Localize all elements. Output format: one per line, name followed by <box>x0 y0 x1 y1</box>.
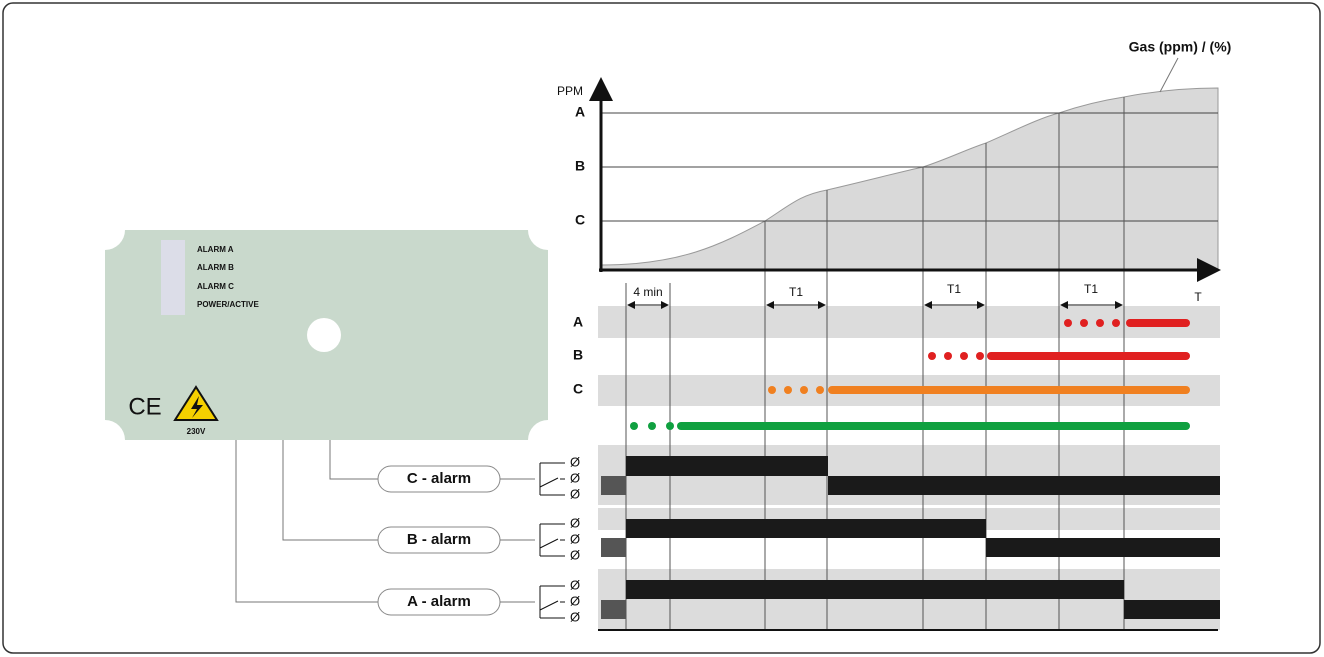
voltage: 230V <box>187 427 206 436</box>
row-label: C <box>573 381 583 397</box>
row-label: B <box>573 347 583 363</box>
device: ALARM A ALARM B ALARM C POWER/ACTIVE CE … <box>85 210 568 460</box>
relay-label: A - alarm <box>407 593 471 610</box>
curve-label: Gas (ppm) / (%) <box>1129 39 1232 55</box>
ce-mark: CE <box>128 393 161 420</box>
interval-label: T1 <box>947 282 961 296</box>
x-axis-label: T <box>1194 290 1202 304</box>
led-label: ALARM C <box>197 282 234 291</box>
terminal: Ø <box>570 531 580 546</box>
terminal: Ø <box>570 547 580 562</box>
level-label: C <box>575 212 585 228</box>
hole <box>307 318 341 352</box>
terminal: Ø <box>570 593 580 608</box>
led-label: POWER/ACTIVE <box>197 300 259 309</box>
interval-label: T1 <box>789 285 803 299</box>
interval-label: T1 <box>1084 282 1098 296</box>
terminal: Ø <box>570 454 580 469</box>
y-axis-label: PPM <box>557 84 583 98</box>
led-label: ALARM B <box>197 263 234 272</box>
row-label: A <box>573 314 583 330</box>
terminal: Ø <box>570 609 580 624</box>
relay-label: B - alarm <box>407 531 471 548</box>
terminal: Ø <box>570 486 580 501</box>
terminal: Ø <box>570 577 580 592</box>
level-label: B <box>575 158 585 174</box>
led-strip <box>161 240 185 315</box>
level-label: A <box>575 104 585 120</box>
diagram: ALARM A ALARM B ALARM C POWER/ACTIVE CE … <box>0 0 1324 657</box>
relay-label: C - alarm <box>407 470 471 487</box>
interval-label: 4 min <box>633 285 662 299</box>
led-label: ALARM A <box>197 245 234 254</box>
terminal: Ø <box>570 470 580 485</box>
terminal: Ø <box>570 515 580 530</box>
